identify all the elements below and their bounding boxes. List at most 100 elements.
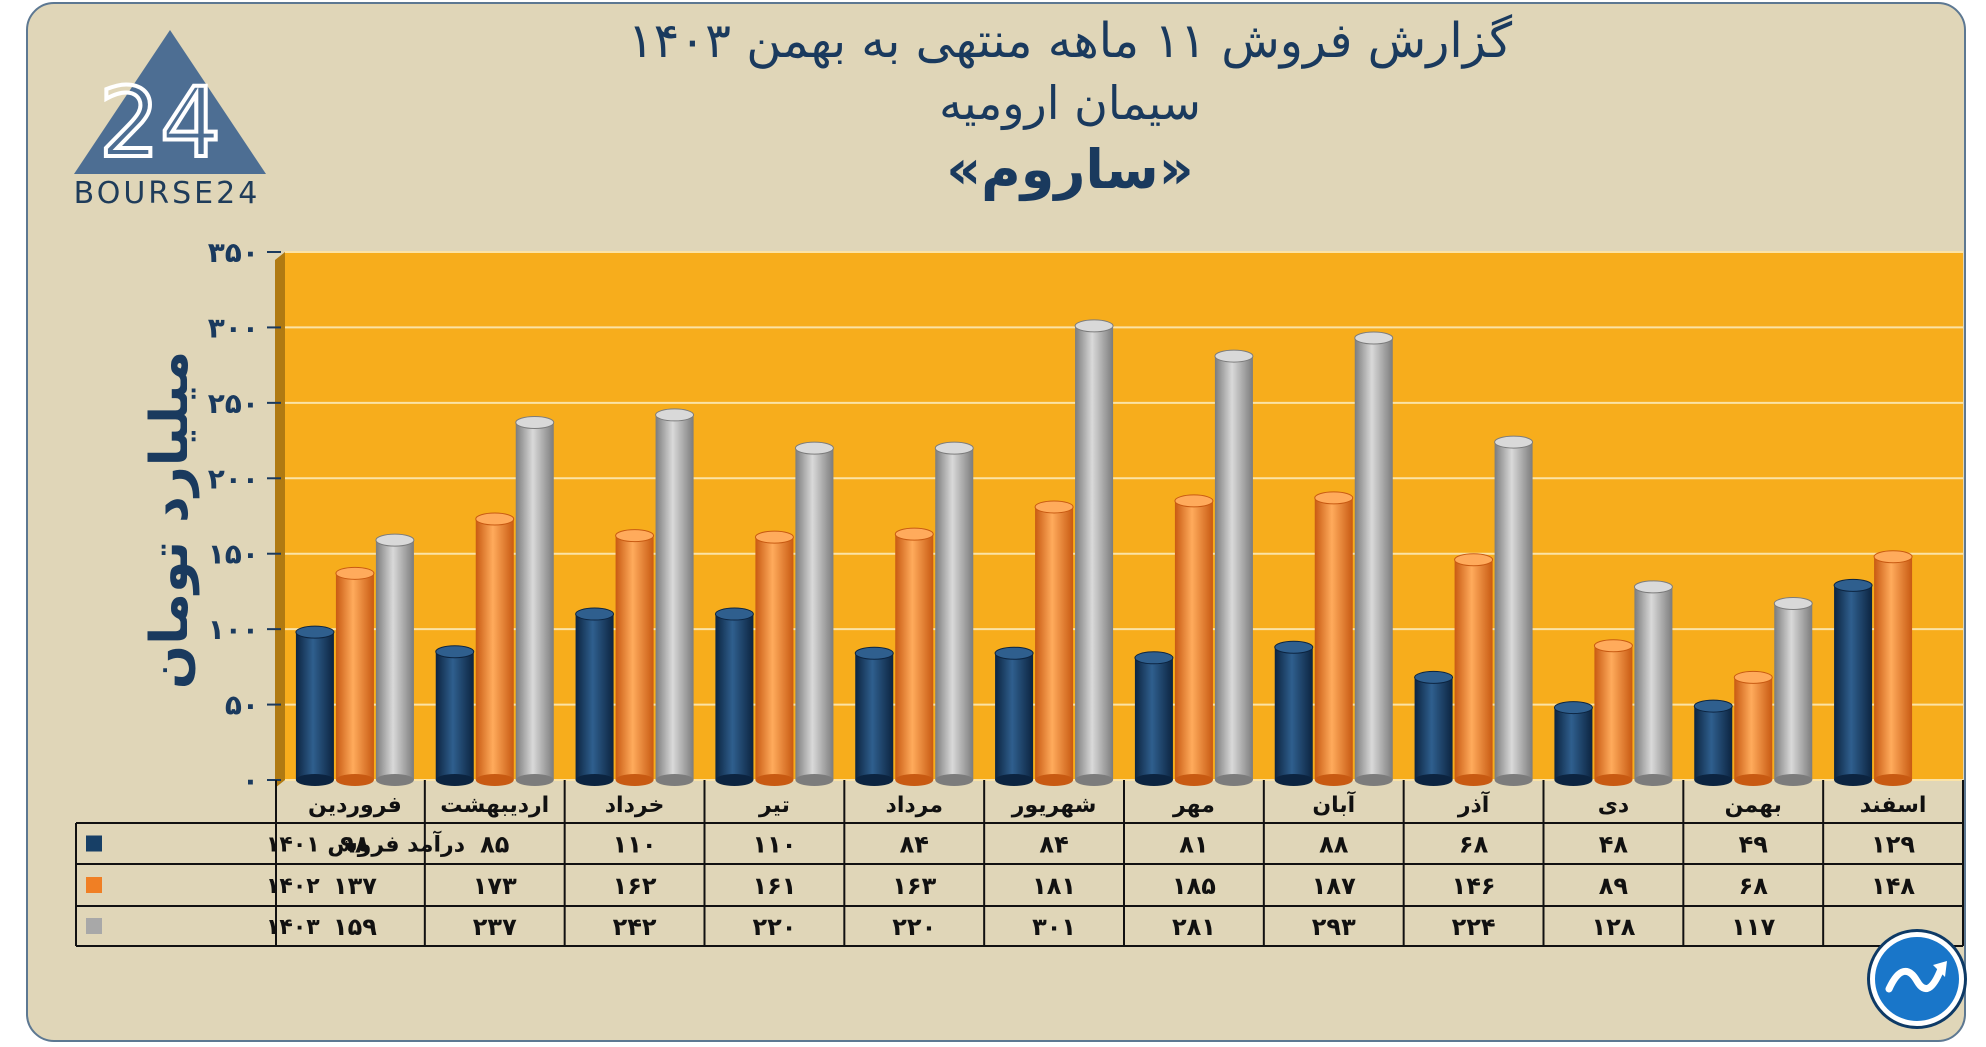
bar	[335, 573, 374, 780]
bar-top	[1494, 435, 1534, 449]
x-tick-label: آذر	[1457, 790, 1490, 818]
trend-arrow-icon	[1885, 961, 1947, 993]
bar-top	[575, 607, 615, 621]
bar	[1454, 559, 1493, 780]
data-label: ۴۹	[1739, 831, 1769, 859]
data-label: ۸۵	[480, 831, 509, 859]
bar-top	[1314, 491, 1354, 505]
bar	[1314, 497, 1353, 780]
bar-base	[1634, 774, 1673, 786]
x-tick-label: بهمن	[1725, 793, 1782, 818]
data-label: ۱۱۰	[613, 831, 657, 859]
x-tick-label: آبان	[1312, 790, 1355, 818]
bar	[1874, 556, 1913, 780]
y-tick-label: ۰	[242, 764, 259, 797]
bar	[1075, 325, 1114, 780]
bar-top	[515, 415, 555, 429]
data-label: ۸۹	[1599, 872, 1629, 900]
bar	[755, 537, 794, 780]
bar-base	[1774, 774, 1813, 786]
x-tick-label: اردیبهشت	[440, 793, 549, 818]
bar-base	[895, 774, 934, 786]
bar	[1834, 585, 1873, 780]
bar-base	[935, 774, 974, 786]
plot-side-wall	[275, 252, 285, 788]
bar-base	[1174, 774, 1213, 786]
bar-top	[1414, 670, 1454, 684]
bar-base	[1134, 774, 1173, 786]
y-axis-label: میلیارد تومان	[140, 350, 200, 690]
bar-top	[894, 527, 934, 541]
bar-base	[995, 774, 1034, 786]
bourse24-logo-icon: 24	[70, 28, 270, 208]
bar	[375, 540, 414, 780]
bar	[1174, 500, 1213, 780]
bar	[1734, 677, 1773, 780]
bar	[1594, 645, 1633, 780]
bar-base	[1454, 774, 1493, 786]
data-label: ۲۴۲	[613, 913, 657, 941]
bar-top	[295, 625, 335, 639]
y-tick-label: ۵۰	[225, 689, 259, 722]
bar-base	[655, 774, 694, 786]
y-tick-label: ۳۰۰	[208, 311, 259, 344]
data-label: ۲۹۳	[1312, 913, 1356, 941]
data-label: ۲۲۴	[1452, 913, 1496, 941]
bar-base	[1314, 774, 1353, 786]
bar-base	[715, 774, 754, 786]
bar-base	[435, 774, 474, 786]
bar-top	[1174, 494, 1214, 508]
bar-top	[994, 646, 1034, 660]
bar	[855, 653, 894, 780]
bar-top	[934, 441, 974, 455]
bar	[1035, 506, 1074, 780]
y-tick-label: ۳۵۰	[208, 236, 259, 269]
bar-base	[795, 774, 834, 786]
title-line-1: گزارش فروش ۱۱ ماهه منتهی به بهمن ۱۴۰۳	[627, 13, 1513, 69]
legend-label: ۱۴۰۲	[266, 874, 320, 899]
bar-top	[655, 408, 695, 422]
bar	[1494, 442, 1533, 780]
bar-base	[1734, 774, 1773, 786]
bar-base	[1494, 774, 1533, 786]
data-label: ۴۸	[1599, 831, 1629, 859]
x-tick-label: خرداد	[605, 793, 665, 818]
bar-top	[854, 646, 894, 660]
bar-base	[295, 774, 334, 786]
x-tick-label: دی	[1598, 793, 1629, 818]
bar-base	[335, 774, 374, 786]
x-tick-label: مهر	[1172, 793, 1215, 818]
bar-top	[1274, 640, 1314, 654]
data-label: ۱۸۵	[1172, 872, 1216, 900]
legend-swatch	[86, 835, 102, 852]
data-label: ۱۴۸	[1871, 872, 1915, 900]
logo-text: BOURSE24	[73, 176, 261, 211]
bar	[1354, 337, 1393, 780]
bar	[995, 653, 1034, 780]
trend-badge[interactable]	[1870, 932, 1964, 1026]
y-tick-label: ۲۵۰	[208, 387, 259, 420]
data-label: ۱۴۶	[1452, 872, 1496, 900]
bar-top	[754, 530, 794, 544]
legend-label: ۱۴۰۳	[266, 915, 320, 940]
data-label: ۸۴	[1039, 831, 1068, 859]
bar	[795, 448, 834, 780]
legend-label: درآمد فروش ۱۴۰۱	[266, 830, 465, 858]
bar-base	[755, 774, 794, 786]
bar	[1274, 647, 1313, 780]
data-label: ۱۲۸	[1591, 913, 1635, 941]
bar	[575, 614, 614, 780]
data-label: ۹۸	[340, 831, 370, 859]
bar-base	[1035, 774, 1074, 786]
data-label: ۲۲۰	[752, 913, 796, 941]
bar-base	[1594, 774, 1633, 786]
data-label: ۱۱۷	[1731, 913, 1775, 941]
bar-top	[375, 533, 415, 547]
bar-top	[475, 512, 515, 526]
bar-base	[1214, 774, 1253, 786]
data-label: ۲۳۷	[473, 913, 517, 941]
bar-base	[615, 774, 654, 786]
data-label: ۱۶۱	[752, 872, 796, 900]
bar-base	[515, 774, 554, 786]
bar	[715, 614, 754, 780]
